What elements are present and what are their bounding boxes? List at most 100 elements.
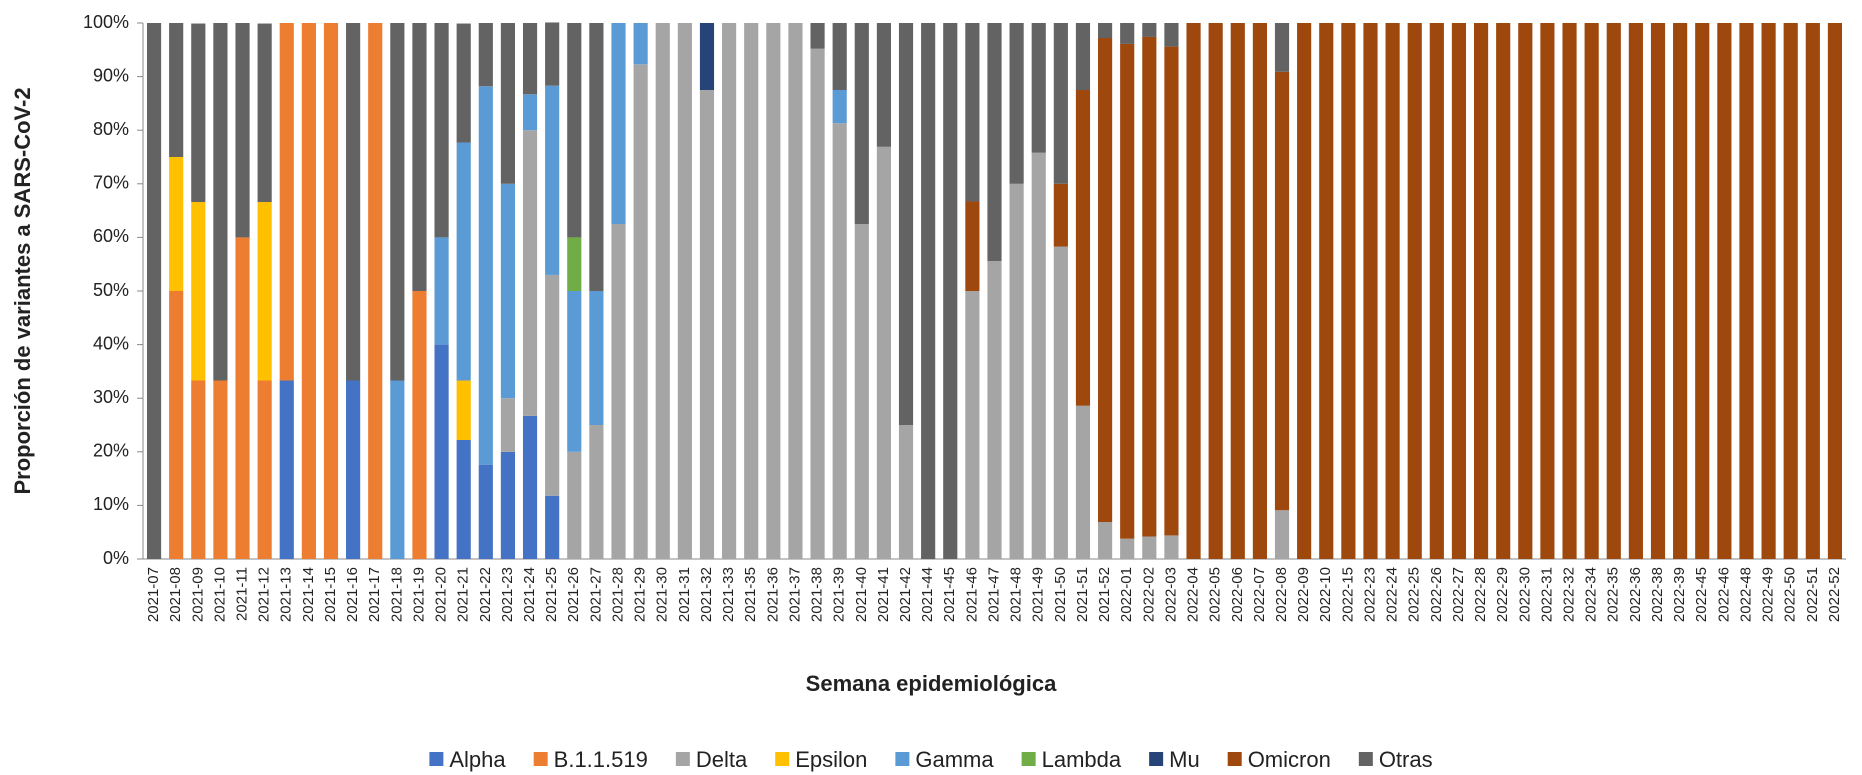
legend-label: Gamma xyxy=(915,747,994,772)
x-tick-label: 2022-06 xyxy=(1229,567,1246,622)
bar-segment xyxy=(500,23,516,184)
bar-segment xyxy=(1385,23,1400,559)
y-tick-label: 70% xyxy=(93,173,129,193)
legend-swatch xyxy=(1227,752,1242,766)
bar-segment xyxy=(567,291,582,452)
x-tick-label: 2022-52 xyxy=(1826,567,1843,622)
bar-segment xyxy=(1120,538,1135,559)
bar-segment xyxy=(854,224,869,559)
x-axis-title: Semana epidemiológica xyxy=(806,671,1057,696)
bar-segment xyxy=(876,146,891,560)
bar-segment xyxy=(699,90,715,559)
bar-segment xyxy=(500,398,516,452)
legend-swatch xyxy=(429,752,444,766)
bar-segment xyxy=(1098,522,1113,559)
bar-segment xyxy=(434,237,449,345)
bar-segment xyxy=(810,48,825,560)
bar-segment xyxy=(257,23,272,203)
bar-segment xyxy=(898,425,914,559)
x-tick-label: 2021-40 xyxy=(853,567,870,622)
bar-segment xyxy=(965,23,980,202)
legend-swatch xyxy=(675,752,690,766)
bar-segment xyxy=(1098,23,1113,39)
x-tick-label: 2021-31 xyxy=(676,567,693,622)
bar-segment xyxy=(965,201,980,291)
x-tick-label: 2021-22 xyxy=(477,567,494,622)
x-tick-label: 2022-01 xyxy=(1118,567,1135,622)
x-tick-label: 2021-30 xyxy=(654,567,671,622)
x-tick-label: 2022-39 xyxy=(1671,567,1688,622)
legend-swatch xyxy=(533,752,548,766)
bar-segment xyxy=(567,237,582,291)
x-tick-label: 2022-29 xyxy=(1494,567,1511,622)
x-tick-label: 2021-50 xyxy=(1052,567,1069,622)
bar-segment xyxy=(368,23,383,559)
legend-swatch xyxy=(895,752,910,766)
bar-segment xyxy=(1606,23,1621,559)
x-tick-label: 2021-29 xyxy=(632,567,649,622)
bar-segment xyxy=(1075,23,1091,90)
x-tick-label: 2021-16 xyxy=(344,567,361,622)
x-tick-label: 2021-17 xyxy=(366,567,383,622)
x-tick-label: 2022-03 xyxy=(1162,567,1179,622)
bar-segment xyxy=(655,23,670,559)
bar-segment xyxy=(522,415,538,559)
bar-segment xyxy=(1031,152,1046,559)
bar-segment xyxy=(699,23,715,90)
bar-segment xyxy=(146,23,162,559)
bar-segment xyxy=(1673,23,1688,559)
x-tick-label: 2021-13 xyxy=(278,567,295,622)
x-tick-label: 2021-37 xyxy=(786,567,803,622)
bar-segment xyxy=(810,23,825,49)
bar-segment xyxy=(434,23,449,238)
bar-segment xyxy=(456,440,471,559)
x-tick-label: 2022-24 xyxy=(1384,567,1401,622)
bar-segment xyxy=(1120,43,1135,539)
bar-segment xyxy=(1739,23,1754,559)
bar-segment xyxy=(169,23,184,157)
bar-segment xyxy=(346,23,361,381)
x-tick-label: 2022-46 xyxy=(1715,567,1732,622)
bar-segment xyxy=(235,23,250,238)
bar-segment xyxy=(1164,23,1179,47)
bar-segment xyxy=(1473,23,1489,559)
bar-segment xyxy=(390,23,405,381)
legend-swatch xyxy=(1149,752,1164,766)
bar-segment xyxy=(567,23,582,238)
bar-segment xyxy=(213,23,228,381)
x-tick-label: 2021-46 xyxy=(963,567,980,622)
x-tick-label: 2021-20 xyxy=(433,567,450,622)
bar-segment xyxy=(412,291,427,559)
bar-segment xyxy=(1274,510,1290,559)
bar-segment xyxy=(257,202,272,381)
bar-segment xyxy=(1628,23,1643,559)
x-tick-label: 2022-10 xyxy=(1317,567,1334,622)
bar-segment xyxy=(500,183,516,399)
bar-segment xyxy=(766,23,781,559)
legend-label: Lambda xyxy=(1042,747,1122,772)
bar-segment xyxy=(1186,23,1201,559)
x-tick-label: 2022-26 xyxy=(1428,567,1445,622)
bar-segment xyxy=(522,94,538,131)
bar-segment xyxy=(1009,23,1024,184)
x-tick-label: 2021-26 xyxy=(565,567,582,622)
bar-segment xyxy=(1142,36,1157,537)
bar-segment xyxy=(987,23,1002,261)
bar-segment xyxy=(921,23,936,559)
bar-segment xyxy=(545,495,560,559)
bar-segment xyxy=(677,23,692,559)
bar-segment xyxy=(611,224,626,559)
y-tick-label: 40% xyxy=(93,333,129,353)
bar-segment xyxy=(1319,23,1334,559)
bar-segment xyxy=(744,23,759,559)
x-tick-label: 2021-48 xyxy=(1008,567,1025,622)
y-tick-label: 60% xyxy=(93,226,129,246)
x-tick-label: 2022-23 xyxy=(1361,567,1378,622)
x-tick-label: 2022-48 xyxy=(1737,567,1754,622)
bar-segment xyxy=(1075,90,1091,406)
bar-segment xyxy=(191,23,206,203)
x-tick-label: 2022-36 xyxy=(1627,567,1644,622)
bar-segment xyxy=(346,380,361,559)
bar-segment xyxy=(1717,23,1732,559)
x-tick-label: 2022-15 xyxy=(1339,567,1356,622)
